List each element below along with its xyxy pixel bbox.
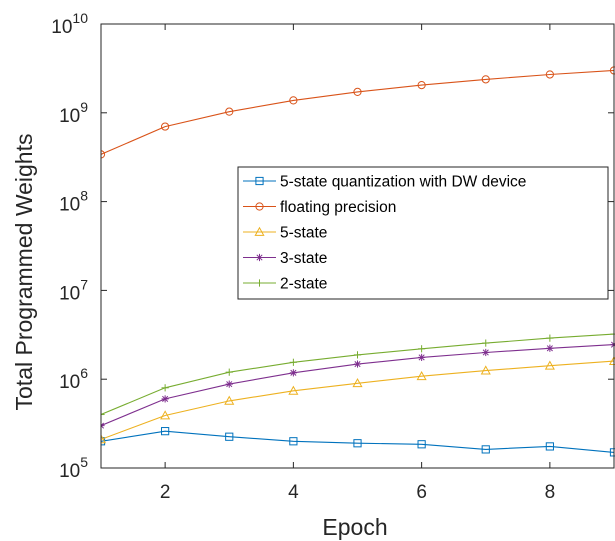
marker-stroke xyxy=(290,369,297,376)
x-axis-label: Epoch xyxy=(322,514,387,540)
y-axis-label: Total Programmed Weights xyxy=(11,134,37,411)
y-tick-label: 109 xyxy=(59,99,88,127)
data-point xyxy=(289,358,297,366)
series-line xyxy=(101,360,615,440)
plot-area xyxy=(101,66,615,457)
series-line xyxy=(101,69,615,155)
series-3 xyxy=(101,355,615,444)
data-point xyxy=(546,334,554,342)
x-tick-label: 6 xyxy=(416,482,427,503)
data-point xyxy=(418,353,426,361)
marker-stroke xyxy=(101,422,105,427)
marker-stroke xyxy=(162,395,169,402)
axes: 2 4 6 8 105 106 107 108 109 1010 xyxy=(51,10,615,503)
marker-stroke xyxy=(482,349,489,356)
legend-entry: 5-state xyxy=(243,225,327,242)
x-tick-label: 8 xyxy=(545,482,556,503)
y-tick-label: 1010 xyxy=(51,10,88,38)
data-point xyxy=(546,344,554,352)
data-point xyxy=(353,87,362,96)
data-point xyxy=(482,348,490,357)
data-point xyxy=(225,107,234,116)
data-point xyxy=(225,380,233,388)
series-line xyxy=(101,430,615,453)
data-point xyxy=(224,395,235,405)
data-point xyxy=(289,369,297,377)
data-point xyxy=(416,370,427,381)
data-point xyxy=(352,378,363,388)
legend-marker xyxy=(255,279,264,287)
data-point xyxy=(161,122,170,131)
legend-entry: floating precision xyxy=(243,199,396,216)
data-point xyxy=(418,345,426,353)
series-1 xyxy=(101,427,615,457)
data-point xyxy=(225,432,234,441)
y-tick-label: 107 xyxy=(59,276,88,304)
data-point xyxy=(101,410,105,419)
series-5 xyxy=(101,330,615,419)
data-point xyxy=(353,360,362,368)
data-point xyxy=(289,96,298,105)
data-point xyxy=(417,440,426,449)
legend-entry: 5-state quantization with DW device xyxy=(243,174,526,191)
legend: 5-state quantization with DW device float… xyxy=(237,166,609,300)
legend-marker xyxy=(255,202,264,211)
data-point xyxy=(417,81,426,90)
data-point xyxy=(160,410,171,420)
legend-entry: 2-state xyxy=(243,276,327,293)
legend-marker xyxy=(254,226,265,236)
y-tick-label: 108 xyxy=(59,188,88,216)
marker-stroke xyxy=(546,345,553,352)
marker-stroke xyxy=(418,354,425,361)
legend-entry: 3-state xyxy=(243,250,327,267)
legend-label: 5-state xyxy=(280,225,327,242)
data-point xyxy=(289,437,298,446)
data-point xyxy=(545,442,554,451)
marker-stroke xyxy=(101,424,105,429)
data-point xyxy=(544,360,555,370)
legend-label: 2-state xyxy=(280,276,327,293)
legend-box xyxy=(237,166,609,300)
axes-box xyxy=(100,23,615,469)
marker-stroke xyxy=(354,361,361,368)
data-point xyxy=(353,351,362,359)
marker-stroke xyxy=(226,381,233,388)
data-point xyxy=(481,75,490,84)
legend-label: 3-state xyxy=(280,250,327,267)
series-2 xyxy=(101,66,615,159)
legend-marker xyxy=(255,176,264,186)
series-line xyxy=(101,333,615,416)
data-point xyxy=(101,422,105,430)
data-point xyxy=(161,427,170,436)
data-point xyxy=(225,368,233,376)
series-4 xyxy=(101,341,615,430)
data-point xyxy=(161,384,169,392)
data-point xyxy=(545,70,554,79)
x-tick-label: 4 xyxy=(288,482,299,503)
legend-label: floating precision xyxy=(280,199,396,216)
data-point xyxy=(353,439,362,448)
data-point xyxy=(101,434,107,444)
data-point xyxy=(480,365,491,375)
y-tick-label: 106 xyxy=(59,365,88,393)
data-point xyxy=(482,339,490,347)
data-point xyxy=(161,395,169,403)
data-point xyxy=(481,445,490,454)
x-tick-label: 2 xyxy=(160,482,171,503)
marker-stroke xyxy=(256,254,263,261)
y-tick-label: 105 xyxy=(59,454,88,482)
legend-label: 5-state quantization with DW device xyxy=(280,174,526,191)
legend-marker xyxy=(255,253,264,262)
data-point xyxy=(288,385,299,395)
